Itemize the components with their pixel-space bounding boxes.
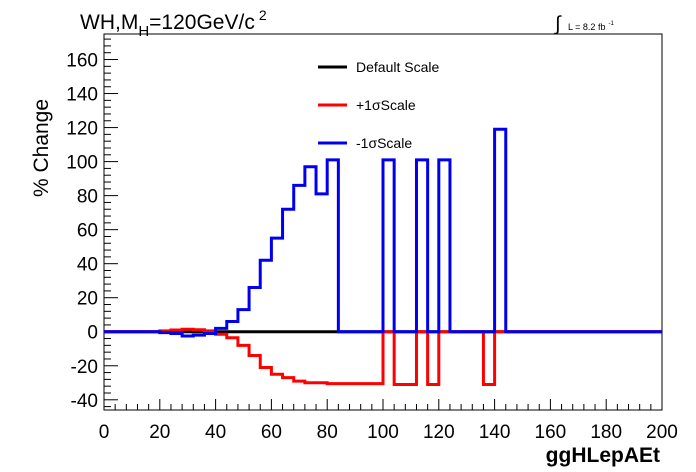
x-tick-label: 180 (590, 422, 622, 443)
x-tick-label: 0 (99, 422, 110, 443)
luminosity-label: L = 8.2 fb -1 (568, 21, 614, 32)
series-line-1 (104, 327, 662, 386)
y-axis-label: % Change (30, 99, 53, 197)
y-tick-label: -40 (71, 391, 98, 412)
legend-label: +1σScale (356, 97, 416, 113)
y-tick-label: 40 (77, 255, 98, 276)
x-tick-label: 80 (317, 422, 338, 443)
x-tick-label: 20 (149, 422, 170, 443)
y-tick-label: -20 (71, 357, 98, 378)
x-tick-label: 40 (205, 422, 226, 443)
legend: Default Scale +1σScale -1σScale (318, 59, 439, 151)
series-line-2 (104, 127, 662, 338)
y-tick-label: 160 (66, 51, 98, 72)
x-tick-label: 160 (535, 422, 567, 443)
y-tick-label: 60 (77, 221, 98, 242)
y-tick-label: 0 (87, 323, 98, 344)
series-layer (104, 127, 662, 386)
x-tick-label: 100 (367, 422, 399, 443)
title-subscript: H (138, 23, 149, 40)
x-tick-label: 120 (423, 422, 455, 443)
legend-label: -1σScale (356, 135, 412, 151)
integral-symbol: ∫ (554, 13, 562, 35)
x-axis-label: ggHLepAEt (546, 444, 660, 467)
y-tick-label: 140 (66, 85, 98, 106)
x-tick-label: 60 (261, 422, 282, 443)
lumi-superscript: -1 (608, 21, 614, 27)
title-superscript: 2 (259, 7, 267, 23)
legend-label: Default Scale (356, 59, 439, 75)
x-tick-label: 200 (646, 422, 678, 443)
y-tick-label: 120 (66, 119, 98, 140)
y-tick-label: 100 (66, 153, 98, 174)
chart-title: WH,MH=120GeV/c 2 (80, 7, 267, 40)
y-tick-label: 20 (77, 289, 98, 310)
y-tick-label: 80 (77, 187, 98, 208)
x-tick-label: 140 (479, 422, 511, 443)
axes: 0 20 40 60 80 100 120 140 160 180 200 -40 -20 0 20 40 60… (66, 38, 678, 443)
